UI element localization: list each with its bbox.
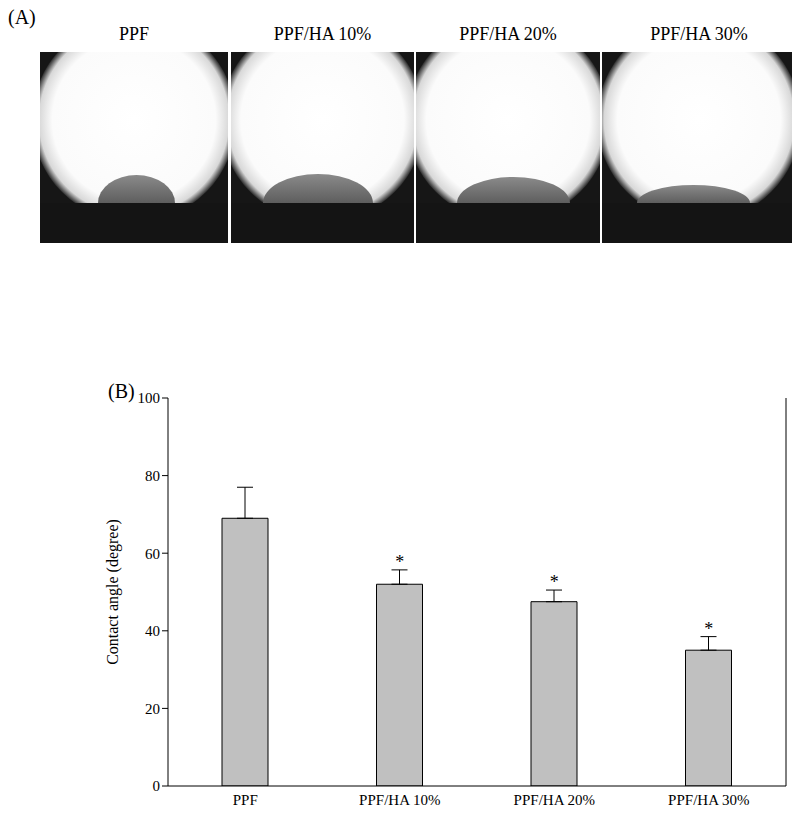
html-text:PPF/HA 20%: PPF/HA 20% xyxy=(459,24,557,44)
svg-text:PPF/HA 20%: PPF/HA 20% xyxy=(514,792,595,808)
svg-text:*: * xyxy=(550,572,559,592)
svg-text:PPF/HA 30%: PPF/HA 30% xyxy=(668,792,749,808)
svg-text:60: 60 xyxy=(145,546,160,562)
svg-text:PPF: PPF xyxy=(233,792,258,808)
html-text:(B): (B) xyxy=(108,380,135,402)
svg-text:100: 100 xyxy=(138,390,161,406)
html-text:(A): (A) xyxy=(8,6,36,28)
svg-text:PPF/HA 10%: PPF/HA 10% xyxy=(359,792,440,808)
svg-text:Contact angle (degree): Contact angle (degree) xyxy=(104,519,122,665)
svg-text:40: 40 xyxy=(145,623,160,639)
html-text:PPF/HA 10%: PPF/HA 10% xyxy=(273,24,372,44)
svg-text:20: 20 xyxy=(145,701,160,717)
html-text:PPF/HA 30%: PPF/HA 30% xyxy=(650,24,748,44)
svg-text:80: 80 xyxy=(145,468,160,484)
svg-text:*: * xyxy=(704,619,713,639)
svg-text:*: * xyxy=(395,552,404,572)
html-text:PPF: PPF xyxy=(119,24,149,44)
svg-text:0: 0 xyxy=(153,778,161,794)
